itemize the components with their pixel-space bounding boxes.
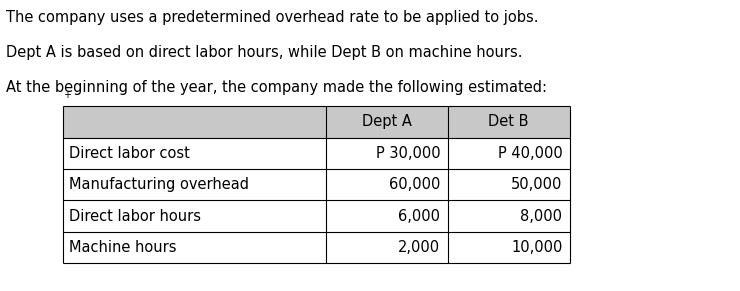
Text: Det B: Det B xyxy=(488,114,529,129)
Text: At the beginning of the year, the company made the following estimated:: At the beginning of the year, the compan… xyxy=(6,80,547,95)
Text: Machine hours: Machine hours xyxy=(69,240,176,255)
Text: 60,000: 60,000 xyxy=(389,177,440,192)
Text: Manufacturing overhead: Manufacturing overhead xyxy=(69,177,249,192)
Text: Dept A is based on direct labor hours, while Dept B on machine hours.: Dept A is based on direct labor hours, w… xyxy=(6,45,522,60)
Text: Dept A: Dept A xyxy=(362,114,411,129)
Text: 10,000: 10,000 xyxy=(511,240,562,255)
Text: Direct labor hours: Direct labor hours xyxy=(69,209,201,224)
Text: 6,000: 6,000 xyxy=(398,209,440,224)
Text: P 40,000: P 40,000 xyxy=(497,146,562,161)
Text: 8,000: 8,000 xyxy=(520,209,562,224)
Text: The company uses a predetermined overhead rate to be applied to jobs.: The company uses a predetermined overhea… xyxy=(6,10,539,25)
Text: +: + xyxy=(63,91,71,100)
Text: P 30,000: P 30,000 xyxy=(376,146,440,161)
Text: Direct labor cost: Direct labor cost xyxy=(69,146,189,161)
Text: 50,000: 50,000 xyxy=(511,177,562,192)
Text: 2,000: 2,000 xyxy=(398,240,440,255)
